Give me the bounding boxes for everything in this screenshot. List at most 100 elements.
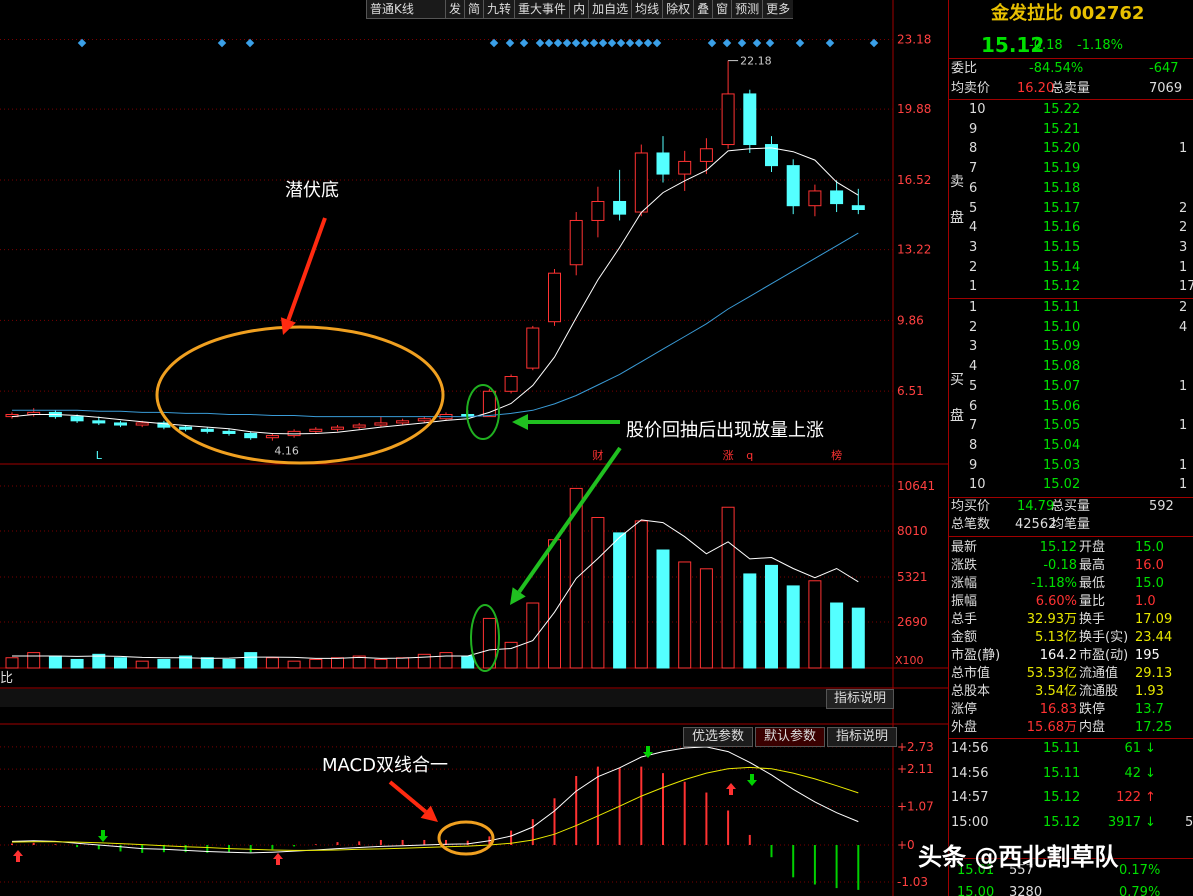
- high-label: 22.18: [740, 55, 772, 68]
- volume-bar: [200, 657, 214, 669]
- volume-bar: [808, 580, 822, 669]
- tick-price: 15.11: [1043, 765, 1081, 781]
- tick-extra: 5: [1185, 814, 1193, 830]
- stat-value: 16.83: [1039, 702, 1077, 717]
- candle-body: [830, 190, 844, 205]
- volume-bar: [331, 657, 344, 669]
- toolbar-button[interactable]: 加自选: [588, 0, 631, 18]
- volume-bar: [678, 561, 692, 669]
- stat-label: 市盈(动): [1079, 648, 1129, 663]
- level: 2: [969, 319, 978, 335]
- volume-bar: [374, 658, 388, 669]
- toolbar-button[interactable]: 发: [445, 0, 464, 18]
- toolbar-button[interactable]: 内: [569, 0, 588, 18]
- candle-body: [699, 148, 713, 162]
- volume: 2: [1179, 220, 1188, 236]
- toolbar-button[interactable]: 简: [464, 0, 483, 18]
- highlight-ellipse: [470, 604, 500, 672]
- toolbar-button[interactable]: 普通K线: [366, 0, 445, 18]
- tick-price: 15.12: [1043, 814, 1081, 830]
- stat-value: 53.53亿: [1026, 666, 1077, 681]
- price: 15.04: [1043, 437, 1081, 453]
- chart-area: 6.51 9.86 13.22 16.52 19.88 23.18 L 财 涨 q 榜 22.18 4.…: [0, 0, 948, 896]
- stat-label: 流通值: [1079, 666, 1119, 681]
- stat-value: -0.18: [1043, 558, 1077, 573]
- toolbar-button[interactable]: 重大事件: [514, 0, 569, 18]
- volume-bar: [417, 653, 431, 669]
- candle-body: [331, 426, 344, 430]
- toolbar-button[interactable]: 除权: [662, 0, 693, 18]
- signal-arrow: [747, 774, 757, 786]
- level: 4: [969, 359, 978, 375]
- level: 2: [969, 259, 978, 275]
- price: 15.21: [1043, 121, 1081, 137]
- price: 15.12: [1043, 279, 1081, 295]
- price: 15.09: [1043, 339, 1081, 355]
- volume-bar: [830, 602, 844, 669]
- price: 15.08: [1043, 359, 1081, 375]
- price: 15.05: [1043, 418, 1081, 434]
- level: 10: [969, 477, 986, 493]
- candle-body: [482, 390, 496, 418]
- volume-bar: [786, 585, 800, 669]
- price: 15.15: [1043, 239, 1081, 255]
- row-volume: 3280: [1009, 885, 1043, 896]
- volume: 1: [1179, 418, 1188, 434]
- toolbar-button[interactable]: 预测: [731, 0, 762, 18]
- toolbar-button[interactable]: 窗: [712, 0, 731, 18]
- toolbar-button[interactable]: 更多: [762, 0, 793, 18]
- stat-label: 量比: [1079, 594, 1106, 609]
- indicator-bar: [0, 689, 893, 707]
- volume-bar: [92, 653, 106, 669]
- volume: 1: [1179, 457, 1188, 473]
- label: 总卖量: [1051, 81, 1091, 96]
- candle-body: [613, 200, 627, 215]
- volume-bar: [287, 660, 301, 669]
- price: 15.14: [1043, 259, 1081, 275]
- annotation-arrowhead: [510, 587, 526, 605]
- macd-param-button[interactable]: 默认参数: [755, 727, 825, 747]
- stat-value: 17.25: [1135, 720, 1173, 735]
- tick-arrow: ↑: [1145, 790, 1156, 805]
- row-price: 15.01: [957, 863, 995, 878]
- y-tick-label: 10641: [897, 479, 935, 493]
- stat-value: 13.7: [1135, 702, 1164, 717]
- stat-label: 涨跌: [951, 558, 978, 573]
- divider: [949, 497, 1193, 498]
- indicator-button[interactable]: 指标说明: [826, 689, 894, 709]
- tick-arrow: ↓: [1145, 741, 1156, 756]
- y-tick-label: 19.88: [897, 102, 931, 116]
- price: 15.18: [1043, 180, 1081, 196]
- stat-label: 涨停: [951, 702, 978, 717]
- candle-body: [179, 426, 193, 430]
- macd-param-button[interactable]: 指标说明: [827, 727, 897, 747]
- volume-bar: [613, 532, 627, 669]
- volume: 1: [1179, 141, 1188, 157]
- level: 7: [969, 418, 978, 434]
- price: 15.07: [1043, 378, 1081, 394]
- stat-value: 3.54亿: [1035, 684, 1077, 699]
- stat-label: 涨幅: [951, 576, 978, 591]
- toolbar-button[interactable]: 叠: [693, 0, 712, 18]
- stat-value: 15.0: [1135, 540, 1164, 555]
- stat-value: -1.18%: [1031, 576, 1077, 591]
- label: 均卖价: [951, 81, 991, 96]
- price: 15.03: [1043, 457, 1081, 473]
- value: 42562: [1015, 517, 1057, 532]
- stat-label: 总股本: [951, 684, 991, 699]
- stat-label: 金额: [951, 630, 978, 645]
- watermark: 头条 @西北割草队: [918, 843, 1119, 871]
- stat-value: 17.09: [1135, 612, 1173, 627]
- toolbar-button[interactable]: 均线: [631, 0, 662, 18]
- y-tick-label: 9.86: [897, 313, 924, 327]
- volume: 4: [1179, 319, 1188, 335]
- macd-param-button[interactable]: 优选参数: [683, 727, 753, 747]
- price: 15.20: [1043, 141, 1081, 157]
- toolbar-button[interactable]: 九转: [483, 0, 514, 18]
- stock-name: 金发拉比 002762: [991, 3, 1145, 24]
- stat-value: 32.93万: [1026, 612, 1077, 627]
- ma-line: [11, 147, 859, 435]
- price: 15.19: [1043, 161, 1081, 177]
- value: 16.20: [1017, 81, 1055, 96]
